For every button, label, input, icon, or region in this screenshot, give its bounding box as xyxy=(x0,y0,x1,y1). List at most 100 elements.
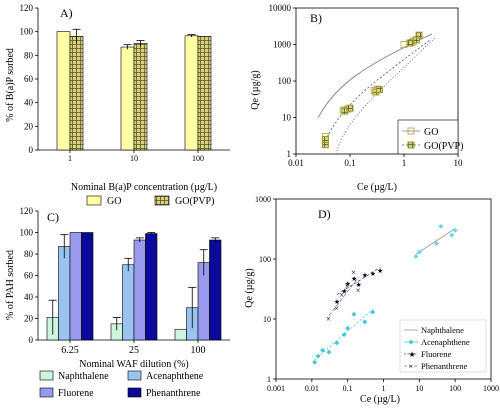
y-tick-label: 10000 xyxy=(269,3,292,13)
legend-go-swatch xyxy=(86,195,102,206)
y-tick-label: 80 xyxy=(24,50,34,60)
panel-a-xlabel: Nominal B(a)P concentration (µg/L) xyxy=(71,182,217,193)
legend-gopvp-text: GO(PVP) xyxy=(424,141,463,152)
phenanthrene-point: × xyxy=(334,303,339,313)
fluorene-point: ★ xyxy=(341,287,347,295)
bar xyxy=(81,232,94,341)
y-tick-label: 1000 xyxy=(255,195,271,204)
y-tick-label: 120 xyxy=(20,3,34,13)
panel-d-fit-lines xyxy=(314,228,456,361)
x-tick-label: 1 xyxy=(68,154,72,163)
bar xyxy=(133,43,148,151)
legend-gopvp-label: GO(PVP) xyxy=(175,196,214,207)
gopvp-point xyxy=(406,39,414,47)
fluorene-point: ★ xyxy=(377,267,383,275)
y-tick-label: 120 xyxy=(20,206,34,216)
x-tick-label: 1000 xyxy=(483,384,499,393)
fluorene-point: ★ xyxy=(334,298,340,306)
fluorene-point: ★ xyxy=(362,272,368,280)
panel-a-label: A) xyxy=(60,6,73,20)
gopvp-point xyxy=(375,86,383,94)
gopvp-point xyxy=(415,31,423,39)
bar xyxy=(69,232,82,341)
fluorene-point: ★ xyxy=(355,281,361,289)
x-tick-label: 0.1 xyxy=(344,158,355,168)
legend-phen-marker: × xyxy=(409,362,414,371)
x-tick-label: 100 xyxy=(192,154,204,163)
panel-c-xlabel: Nominal WAF dilution (%) xyxy=(79,359,189,370)
x-tick-label: 0.1 xyxy=(343,384,353,393)
y-tick-label: 60 xyxy=(24,74,34,84)
panel-b-axes: 0.01 0.1 1 10 1 10 100 1000 10000 xyxy=(269,3,464,168)
y-tick-label: 60 xyxy=(24,271,34,281)
naphthalene-point xyxy=(416,249,422,255)
fit-line xyxy=(328,277,359,317)
phenanthrene-point: × xyxy=(345,281,350,291)
legend-gopvp-marker xyxy=(407,141,415,149)
fluorene-point: ★ xyxy=(345,280,351,288)
panel-d: D) Qe (µg/g) Ce (µg/L) 0.001 0.01 0.1 1 10 10… xyxy=(244,195,499,405)
acenaphthene-point xyxy=(362,319,368,325)
y-tick-label: 40 xyxy=(24,292,34,302)
x-tick-label: 10 xyxy=(415,384,423,393)
acenaphthene-point xyxy=(341,332,347,338)
legend-fluo-text: Fluorene xyxy=(421,349,451,359)
panel-c-bars xyxy=(46,232,222,341)
panel-d-legend-box xyxy=(399,319,487,373)
panel-a-ylabel: % of B(a)P sorbed xyxy=(5,48,16,122)
x-tick-label: 10 xyxy=(454,158,464,168)
y-tick-label: 1 xyxy=(287,149,292,159)
panel-b-ylabel: Qe (µg/g) xyxy=(250,70,261,109)
panel-d-legend: Naphthalene Acenaphthene ★ Fluorene × Ph… xyxy=(399,319,487,373)
phenanthrene-point: × xyxy=(355,285,360,295)
acenaphthene-point xyxy=(351,311,357,317)
panel-d-xlabel: Ce (µg/L) xyxy=(360,394,400,405)
legend-go-text: GO xyxy=(424,127,438,138)
naphthalene-point xyxy=(452,227,458,233)
y-tick-label: 20 xyxy=(24,314,34,324)
x-tick-label: 0.01 xyxy=(288,158,304,168)
bar xyxy=(197,36,212,151)
y-tick-label: 100 xyxy=(20,27,34,37)
acenaphthene-point xyxy=(326,349,332,355)
x-tick-label: 0.001 xyxy=(267,384,285,393)
y-tick-label: 100 xyxy=(278,76,292,86)
fluorene-point: ★ xyxy=(370,270,376,278)
x-tick-label: 1 xyxy=(382,384,386,393)
legend-acen-marker xyxy=(408,339,414,345)
legend-swatch xyxy=(39,370,54,381)
legend-label: Fluorene xyxy=(58,388,94,399)
y-tick-label: 0 xyxy=(29,335,34,345)
y-tick-label: 40 xyxy=(24,98,34,108)
acenaphthene-point xyxy=(315,353,321,359)
legend-label: Phenanthrene xyxy=(146,388,201,399)
naphthalene-point xyxy=(438,223,444,229)
bar xyxy=(133,239,146,341)
panel-b-points xyxy=(321,31,423,149)
x-tick-label: 100 xyxy=(449,384,461,393)
acenaphthene-point xyxy=(320,347,326,353)
panel-b: B) Qe (µg/g) Ce (µg/L) 0.01 0.1 1 10 1 10 100 1… xyxy=(250,3,463,193)
y-tick-label: 10 xyxy=(282,113,292,123)
panel-c: C) % of PAH sorbed Nominal WAF dilution … xyxy=(5,206,230,399)
panel-c-legend: Naphthalene Acenaphthene Fluorene Phenanthr… xyxy=(39,370,204,399)
fit-line xyxy=(314,308,373,361)
y-tick-label: 20 xyxy=(24,121,34,131)
legend-fluo-marker: ★ xyxy=(409,350,416,359)
bar xyxy=(120,46,135,151)
fit-line-go xyxy=(317,33,433,119)
x-tick-label: 100 xyxy=(191,345,206,356)
phenanthrene-point: × xyxy=(351,267,356,277)
fit-line-gopvp-2 xyxy=(335,37,436,155)
y-tick-label: 1000 xyxy=(273,40,292,50)
x-tick-label: 10 xyxy=(130,154,138,163)
bar xyxy=(184,35,199,151)
bar xyxy=(56,31,71,151)
gopvp-point xyxy=(346,104,354,112)
legend-go-marker xyxy=(407,127,415,135)
panel-d-axes: 0.001 0.01 0.1 1 10 100 1000 1 10 100 1000 xyxy=(255,195,499,393)
fluorene-point: ★ xyxy=(351,275,357,283)
x-tick-label: 25 xyxy=(129,345,139,356)
bar xyxy=(174,328,187,341)
